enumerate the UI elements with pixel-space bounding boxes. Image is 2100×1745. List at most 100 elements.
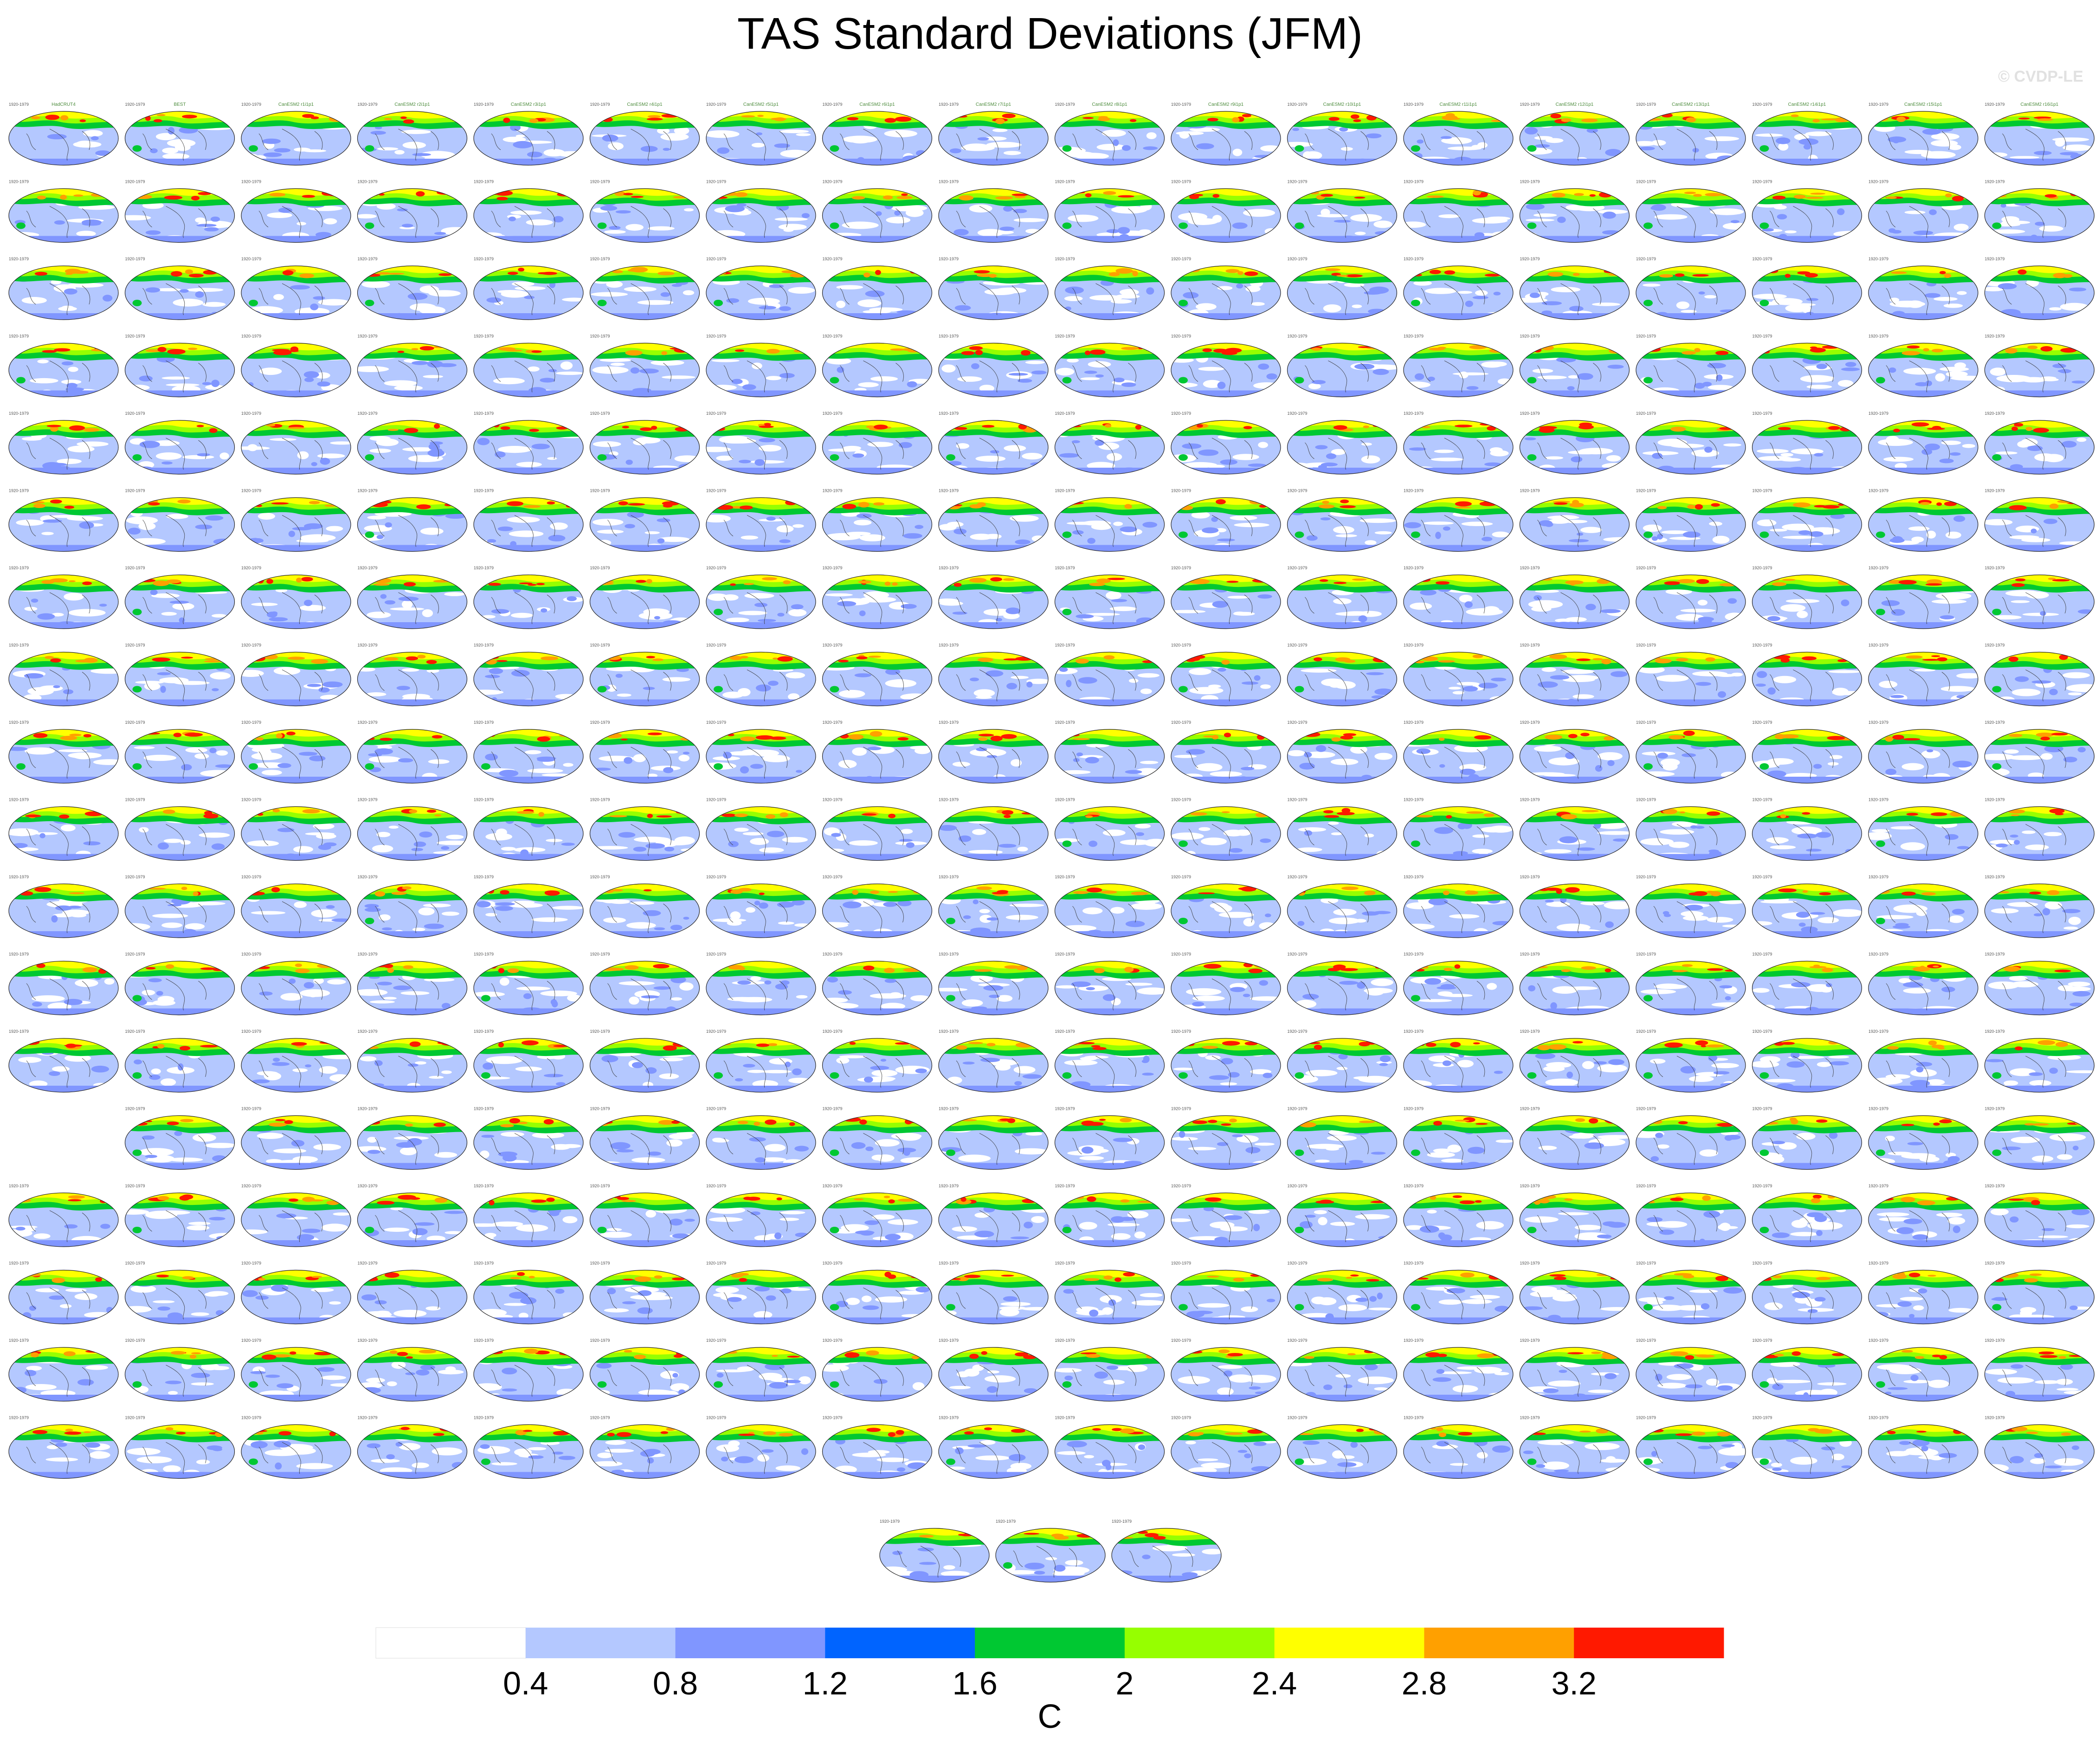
panel-period: 1920-1979 [1288, 489, 1308, 493]
panel-period: 1920-1979 [590, 1416, 610, 1420]
map-panel: 1920-1979 [1171, 1338, 1281, 1402]
panel-period: 1920-1979 [590, 1029, 610, 1034]
panel-period: 1920-1979 [939, 1416, 959, 1420]
map-panel: 1920-1979 CanESM2 r13i1p1 [1636, 102, 1746, 166]
panel-period: 1920-1979 [1171, 180, 1191, 184]
map-panel: 1920-1979 [1636, 875, 1746, 938]
panel-period: 1920-1979 [125, 875, 145, 879]
map-panel: 1920-1979 [357, 1184, 468, 1247]
panel-period: 1920-1979 [1868, 411, 1888, 416]
panel-period: 1920-1979 [1985, 1107, 2005, 1111]
panel-period: 1920-1979 [1404, 489, 1424, 493]
panel-period: 1920-1979 [125, 257, 145, 261]
panel-period: 1920-1979 [1636, 411, 1656, 416]
panel-period: 1920-1979 [1636, 720, 1656, 725]
panel-period: 1920-1979 [241, 489, 261, 493]
panel-period: 1920-1979 [1985, 411, 2005, 416]
panel-period: 1920-1979 [9, 102, 29, 107]
panel-period: 1920-1979 [1171, 720, 1191, 725]
chart-title: TAS Standard Deviations (JFM) [737, 9, 1363, 58]
map-panel: 1920-1979 [589, 566, 700, 629]
map-panel: 1920-1979 [938, 566, 1049, 629]
panel-period: 1920-1979 [1868, 1416, 1888, 1420]
map-panel: 1920-1979 [706, 952, 816, 1016]
panel-period: 1920-1979 [9, 257, 29, 261]
panel-period: 1920-1979 [1985, 720, 2005, 725]
panel-period: 1920-1979 [1520, 102, 1540, 107]
panel-period: 1920-1979 [939, 489, 959, 493]
map-panel: 1920-1979 [1519, 643, 1630, 707]
map-panel: 1920-1979 [589, 952, 700, 1016]
panel-period: 1920-1979 [823, 334, 843, 339]
map-panel: 1920-1979 [473, 411, 584, 475]
map-panel: 1920-1979 [357, 334, 468, 398]
panel-period: 1920-1979 [1055, 720, 1075, 725]
panel-period: 1920-1979 [1520, 1107, 1540, 1111]
panel-period: 1920-1979 [241, 643, 261, 648]
panel-period: 1920-1979 [241, 257, 261, 261]
panel-period: 1920-1979 [1752, 1107, 1772, 1111]
panel-period: 1920-1979 [706, 489, 726, 493]
panel-period: 1920-1979 [1636, 1261, 1656, 1266]
panel-period: 1920-1979 [1752, 489, 1772, 493]
panel-title: CanESM2 r9i1p1 [1208, 102, 1244, 107]
map-panel: 1920-1979 [473, 875, 584, 938]
panel-period: 1920-1979 [590, 489, 610, 493]
panel-period: 1920-1979 [358, 1338, 378, 1343]
map-panel: 1920-1979 [357, 720, 468, 784]
panel-period: 1920-1979 [1171, 1029, 1191, 1034]
panel-period: 1920-1979 [590, 334, 610, 339]
panel-period: 1920-1979 [1171, 257, 1191, 261]
panel-period: 1920-1979 [823, 1029, 843, 1034]
panel-period: 1920-1979 [1404, 1416, 1424, 1420]
map-panel: 1920-1979 [124, 643, 235, 707]
panel-period: 1920-1979 [125, 1184, 145, 1188]
panel-period: 1920-1979 [1288, 1416, 1308, 1420]
panel-period: 1920-1979 [1055, 1338, 1075, 1343]
panel-period: 1920-1979 [1868, 180, 1888, 184]
panel-period: 1920-1979 [1636, 643, 1656, 648]
panel-period: 1920-1979 [996, 1519, 1016, 1524]
panel-period: 1920-1979 [125, 643, 145, 648]
panel-period: 1920-1979 [241, 102, 261, 107]
panel-period: 1920-1979 [358, 334, 378, 339]
panel-period: 1920-1979 [474, 1261, 494, 1266]
panel-period: 1920-1979 [1520, 875, 1540, 879]
panel-period: 1920-1979 [358, 180, 378, 184]
map-panel: 1920-1979 [1171, 411, 1281, 475]
panel-period: 1920-1979 [706, 643, 726, 648]
colorbar-bin [375, 1627, 526, 1659]
panel-period: 1920-1979 [1288, 180, 1308, 184]
colorbar-bin [825, 1628, 975, 1658]
colorbar-unit: C [1038, 1698, 1062, 1735]
map-panel: 1920-1979 [1111, 1519, 1222, 1583]
panel-period: 1920-1979 [1288, 720, 1308, 725]
panel-period: 1920-1979 [9, 1261, 29, 1266]
panel-period: 1920-1979 [1288, 411, 1308, 416]
panel-period: 1920-1979 [358, 1184, 378, 1188]
panel-period: 1920-1979 [1752, 1029, 1772, 1034]
panel-period: 1920-1979 [590, 798, 610, 802]
panel-title: CanESM2 r1i1p1 [278, 102, 314, 107]
map-panel: 1920-1979 [1868, 257, 1978, 320]
panel-title: CanESM2 r7i1p1 [976, 102, 1011, 107]
map-panel: 1920-1979 [1054, 1029, 1165, 1093]
panel-period: 1920-1979 [706, 1338, 726, 1343]
panel-period: 1920-1979 [823, 798, 843, 802]
panel-title: CanESM2 r12i1p1 [1556, 102, 1594, 107]
map-panel: 1920-1979 [822, 489, 933, 552]
panel-period: 1920-1979 [9, 952, 29, 957]
panel-period: 1920-1979 [1288, 102, 1308, 107]
map-panel: 1920-1979 CanESM2 r9i1p1 [1171, 102, 1281, 166]
panel-period: 1920-1979 [1636, 875, 1656, 879]
panel-period: 1920-1979 [9, 180, 29, 184]
panel-period: 1920-1979 [1055, 875, 1075, 879]
map-panel: 1920-1979 [1636, 411, 1746, 475]
map-panel: 1920-1979 [124, 180, 235, 243]
panel-period: 1920-1979 [1520, 720, 1540, 725]
panel-period: 1920-1979 [939, 1184, 959, 1188]
panel-period: 1920-1979 [590, 875, 610, 879]
map-panel: 1920-1979 [1984, 1261, 2095, 1325]
map-panel: 1920-1979 [8, 798, 119, 861]
panel-period: 1920-1979 [474, 720, 494, 725]
